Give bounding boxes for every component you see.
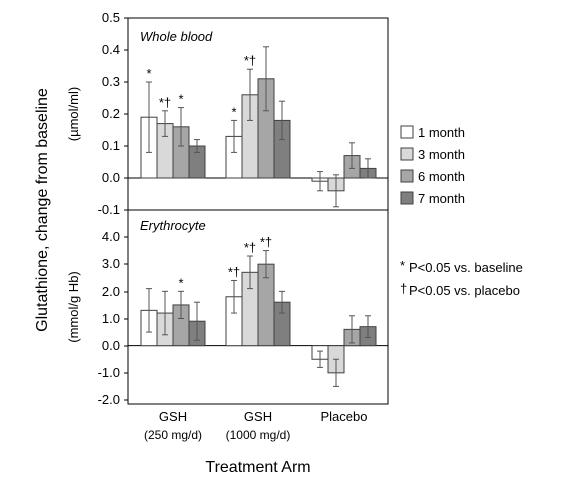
note-symbol: †: [400, 281, 407, 296]
legend-item-label: 1 month: [418, 125, 465, 140]
category-label: GSH: [244, 409, 272, 424]
y-tick-label: -0.1: [98, 202, 120, 217]
significance-mark: *†: [244, 53, 256, 68]
significance-notes: * P<0.05 vs. baseline† P<0.05 vs. placebo: [400, 258, 523, 298]
category-label: GSH: [159, 409, 187, 424]
y-tick-label: 0.2: [102, 106, 120, 121]
panel-title: Whole blood: [140, 29, 213, 44]
legend-swatch: [400, 169, 414, 183]
y-tick-label: 2.0: [102, 284, 120, 299]
y-tick-label: -1.0: [98, 365, 120, 380]
category-sublabel: (250 mg/d): [144, 428, 202, 442]
category-label: Placebo: [321, 409, 368, 424]
legend-swatch: [400, 125, 414, 139]
significance-mark: *†: [260, 235, 272, 250]
panel-title: Erythrocyte: [140, 218, 206, 233]
category-sublabel: (1000 mg/d): [226, 428, 291, 442]
y-tick-label: 1.0: [102, 311, 120, 326]
panel-erythrocyte: 4.0 3.0 2.0 1.0 0.0 -1.0 -2.0 Erythrocyte (mmol/…: [66, 209, 389, 407]
significance-mark: *†: [228, 264, 240, 279]
significance-mark: *: [178, 92, 183, 107]
legend-item-label: 6 month: [418, 169, 465, 184]
plot-frame: [127, 209, 389, 405]
shared-y-axis-label: Glutathione, change from baseline: [34, 88, 51, 332]
y-tick-label: 3.0: [102, 256, 120, 271]
significance-mark: *: [178, 275, 183, 290]
y-unit-label: (µmol/ml): [66, 87, 81, 141]
legend-swatch: [400, 147, 414, 161]
note-text: P<0.05 vs. placebo: [409, 283, 520, 298]
y-tick-label: 0.5: [102, 10, 120, 25]
y-tick-label: 0.4: [102, 42, 120, 57]
y-tick-label: -2.0: [98, 392, 120, 407]
y-tick-label: 0.3: [102, 74, 120, 89]
y-unit-label: (mmol/g Hb): [66, 271, 81, 343]
y-tick-label: 0.0: [102, 338, 120, 353]
y-tick-label: 4.0: [102, 229, 120, 244]
significance-mark: *: [146, 66, 151, 81]
legend: 1 month 3 month 6 month 7 month: [400, 125, 465, 206]
significance-mark: *: [231, 104, 236, 119]
x-axis-label: Treatment Arm: [205, 459, 310, 476]
legend-swatch: [400, 191, 414, 205]
significance-mark: *†: [244, 240, 256, 255]
significance-mark: *†: [159, 95, 171, 110]
legend-item-label: 3 month: [418, 147, 465, 162]
y-tick-label: 0.1: [102, 138, 120, 153]
panel-whole-blood: 0.5 0.4 0.3 0.2 0.1 0.0 -0.1 Whole blood (µmol/m…: [66, 10, 389, 217]
note-symbol: *: [400, 258, 405, 273]
note-text: P<0.05 vs. baseline: [409, 260, 523, 275]
legend-item-label: 7 month: [418, 191, 465, 206]
y-tick-label: 0.0: [102, 170, 120, 185]
